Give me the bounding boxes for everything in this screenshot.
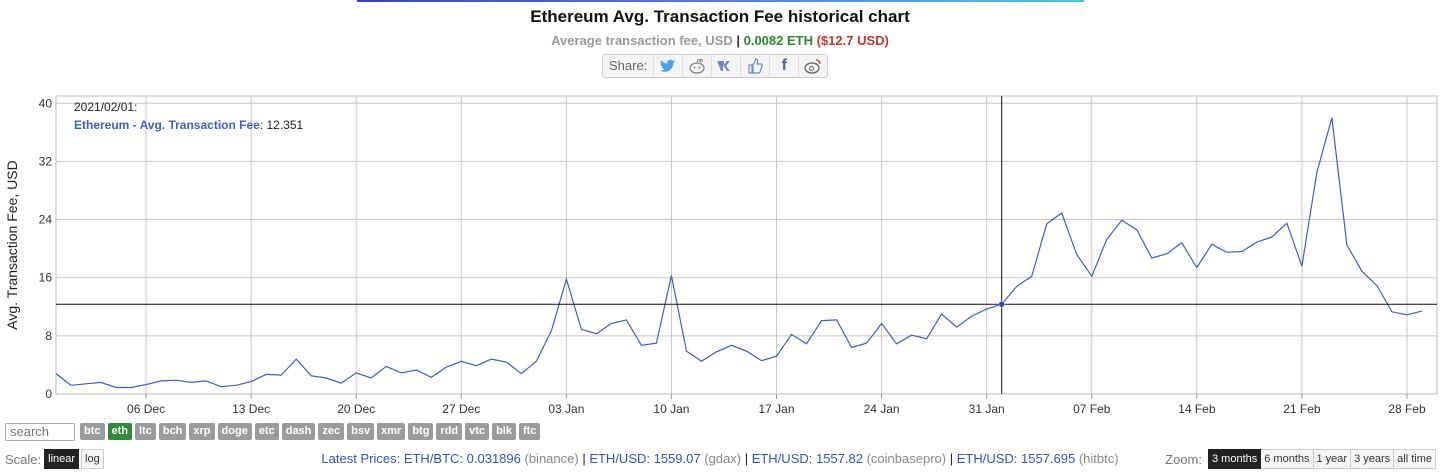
y-tick-label: 24	[39, 213, 53, 227]
x-tick-label: 20 Dec	[337, 402, 375, 416]
x-tick-label: 10 Jan	[653, 402, 689, 416]
coin-button-btg[interactable]: btg	[408, 423, 434, 440]
coin-button-ftc[interactable]: ftc	[518, 423, 541, 440]
x-tick-label: 17 Jan	[759, 402, 795, 416]
x-tick-label: 06 Dec	[127, 402, 165, 416]
plot-area	[55, 95, 1438, 395]
price-pair[interactable]: ETH/BTC: 0.031896	[403, 451, 521, 466]
x-tick-label: 07 Feb	[1073, 402, 1111, 416]
subtitle-eth-value: 0.0082 ETH	[743, 33, 813, 48]
x-tick-label: 21 Feb	[1283, 402, 1321, 416]
subtitle-usd-value: ($12.7 USD)	[816, 33, 889, 48]
tooltip-date: 2021/02/01:	[74, 100, 137, 114]
price-source: (binance)	[524, 451, 579, 466]
page-title: Ethereum Avg. Transaction Fee historical…	[530, 7, 910, 26]
y-tick-label: 8	[45, 329, 52, 343]
x-tick-label: 14 Feb	[1178, 402, 1216, 416]
coin-selector: btc eth ltc bch xrp doge etc dash zec bsv xmr btg rd…	[80, 423, 541, 440]
subtitle: Average transaction fee, USD | 0.0082 ET…	[0, 33, 1440, 48]
price-source: (coinbasepro)	[866, 451, 947, 466]
search-input[interactable]	[5, 423, 75, 441]
crosshair-point	[998, 300, 1005, 308]
reddit-icon[interactable]	[683, 55, 713, 77]
tooltip-series: Ethereum - Avg. Transaction Fee: 12.351	[74, 118, 304, 132]
zoom-button-6-months[interactable]: 6 months	[1261, 449, 1314, 469]
y-tick-label: 32	[39, 154, 53, 168]
coin-button-bsv[interactable]: bsv	[347, 423, 375, 440]
price-pair[interactable]: ETH/USD: 1557.695	[956, 451, 1076, 466]
zoom-button-1-year[interactable]: 1 year	[1313, 449, 1352, 469]
tooltip-value: 12.351	[267, 118, 304, 132]
zoom-options: 3 months 6 months 1 year 3 years all time	[1208, 449, 1436, 469]
coin-button-xrp[interactable]: xrp	[189, 423, 215, 440]
price-source: (hitbtc)	[1078, 451, 1119, 466]
like-icon[interactable]	[741, 55, 771, 77]
subtitle-separator: |	[736, 33, 740, 48]
coin-button-etc[interactable]: etc	[254, 423, 279, 440]
share-bar: Share: f	[602, 54, 829, 78]
coin-button-zec[interactable]: zec	[318, 423, 345, 440]
zoom-control: Zoom: 3 months 6 months 1 year 3 years all t…	[1165, 449, 1436, 469]
coin-button-bch[interactable]: bch	[158, 423, 187, 440]
price-separator: |	[578, 451, 590, 466]
price-separator: |	[741, 451, 752, 466]
scale-label: Scale:	[5, 451, 42, 467]
zoom-button-3-months[interactable]: 3 months	[1208, 449, 1262, 469]
series-line	[55, 117, 1423, 389]
weibo-icon[interactable]	[799, 55, 827, 77]
share-label: Share:	[603, 55, 655, 77]
x-tick-label: 03 Jan	[548, 402, 584, 416]
zoom-button-all-time[interactable]: all time	[1394, 449, 1436, 469]
price-source: (gdax)	[704, 451, 742, 466]
fee-line-chart[interactable]: 0 8 16 24 32 40 06 Dec 13 Dec 20 Dec 27 Dec 03 Jan…	[0, 88, 1440, 420]
coin-button-btc[interactable]: btc	[80, 423, 105, 440]
top-accent-bar	[357, 0, 1084, 2]
latest-prices-label: Latest Prices:	[321, 451, 401, 466]
scale-options: linear log	[44, 449, 104, 469]
latest-prices: Latest Prices: ETH/BTC: 0.031896 (binanc…	[0, 451, 1440, 466]
price-pair[interactable]: ETH/USD: 1557.82	[751, 451, 863, 466]
coin-button-dash[interactable]: dash	[281, 423, 316, 440]
x-tick-label: 13 Dec	[232, 402, 270, 416]
scale-button-linear[interactable]: linear	[44, 449, 80, 469]
zoom-label: Zoom:	[1165, 451, 1202, 467]
vk-icon[interactable]	[712, 55, 742, 77]
twitter-icon[interactable]	[654, 55, 684, 77]
scale-button-log[interactable]: log	[81, 449, 104, 469]
coin-button-eth[interactable]: eth	[107, 423, 132, 440]
y-axis-label: Avg. Transaction Fee, USD	[4, 160, 20, 329]
y-tick-label: 40	[39, 96, 53, 110]
coin-button-rdd[interactable]: rdd	[436, 423, 463, 440]
x-tick-label: 31 Jan	[969, 402, 1005, 416]
price-pair[interactable]: ETH/USD: 1559.07	[589, 451, 701, 466]
y-tick-label: 0	[45, 387, 52, 401]
x-tick-label: 27 Dec	[442, 402, 480, 416]
x-tick-label: 28 Feb	[1388, 402, 1426, 416]
y-tick-label: 16	[39, 271, 53, 285]
price-separator: |	[946, 451, 957, 466]
coin-button-doge[interactable]: doge	[217, 423, 252, 440]
coin-button-vtc[interactable]: vtc	[465, 423, 490, 440]
price-list: ETH/BTC: 0.031896 (binance) | ETH/USD: 1…	[404, 451, 1119, 466]
coin-button-ltc[interactable]: ltc	[135, 423, 156, 440]
zoom-button-3-years[interactable]: 3 years	[1351, 449, 1395, 469]
subtitle-label: Average transaction fee, USD	[551, 33, 733, 48]
x-tick-label: 24 Jan	[864, 402, 900, 416]
facebook-icon[interactable]: f	[770, 55, 800, 77]
coin-button-xmr[interactable]: xmr	[377, 423, 406, 440]
tooltip-series-name: Ethereum - Avg. Transaction Fee	[74, 118, 260, 132]
coin-button-blk[interactable]: blk	[492, 423, 516, 440]
scale-control: Scale: linear log	[5, 449, 104, 469]
tooltip-colon: :	[260, 118, 267, 132]
